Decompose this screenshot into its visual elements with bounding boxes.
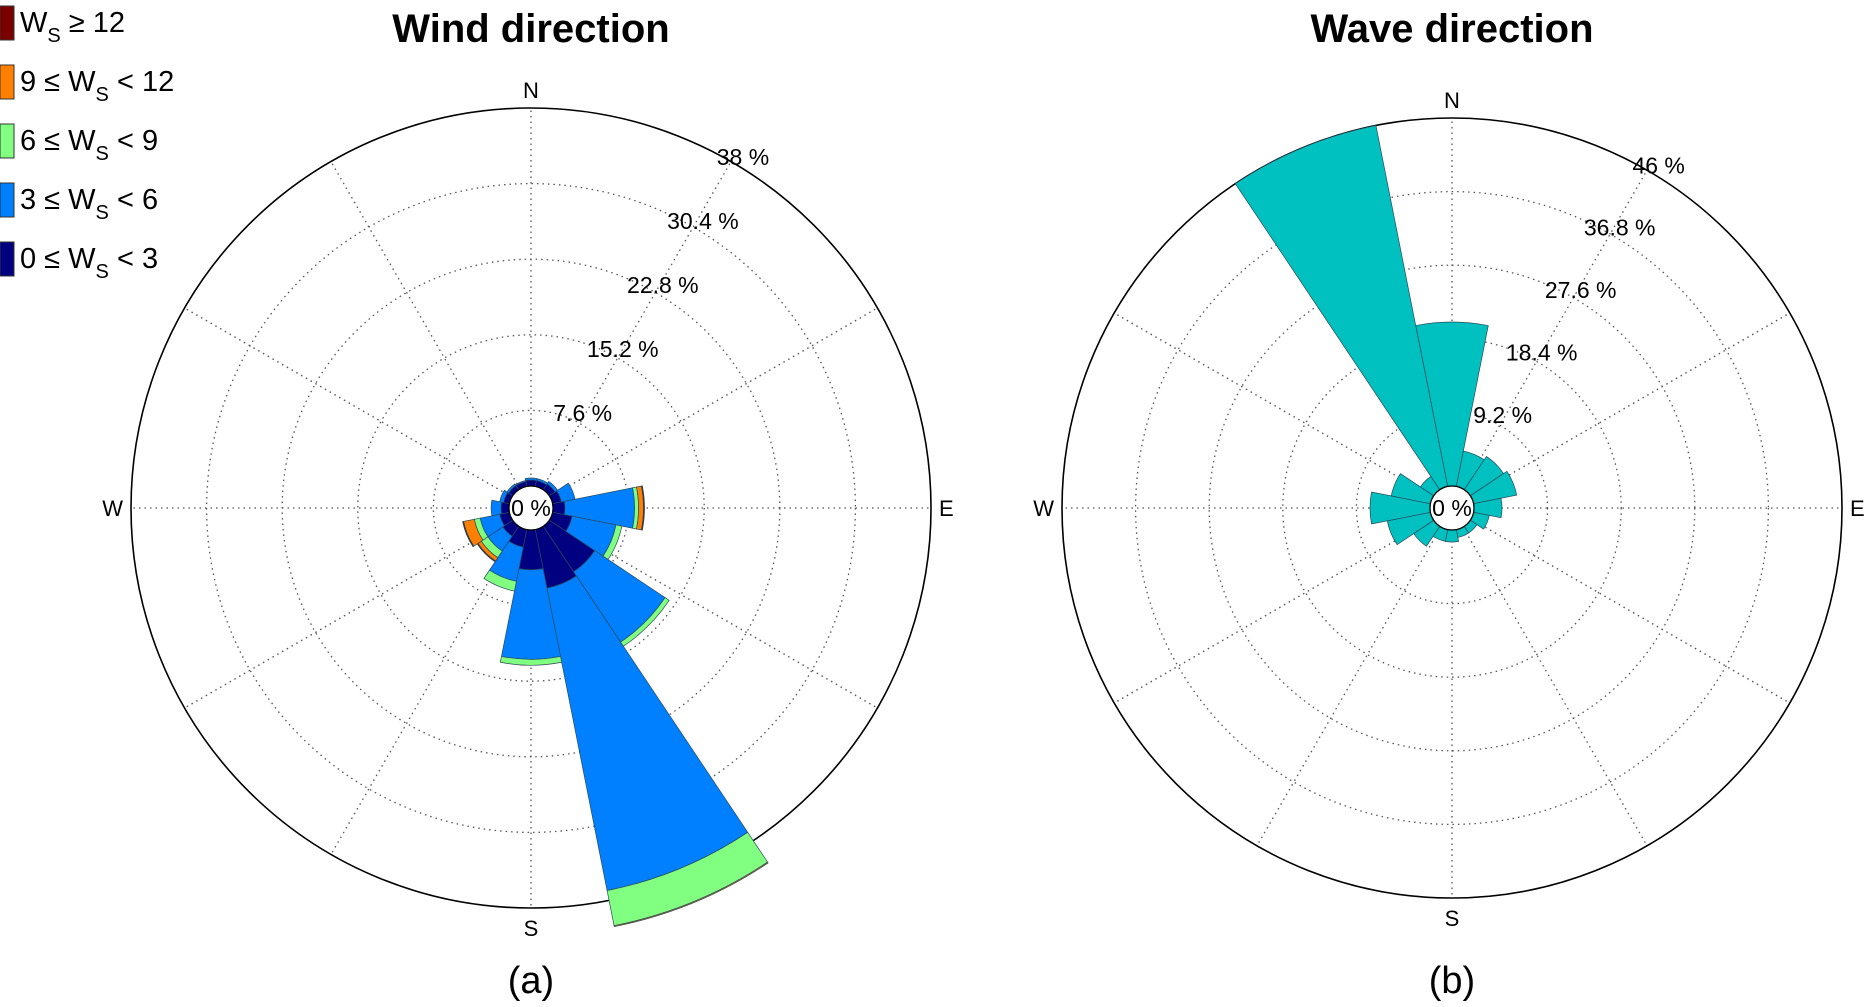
center-hole xyxy=(508,485,554,531)
center-hole xyxy=(1429,485,1475,531)
rose-a-bar-1-12 xyxy=(490,499,503,517)
ring-label: 22.8 % xyxy=(627,272,699,298)
grid-spoke xyxy=(541,161,732,490)
legend: WS ≥ 12 9 ≤ WS < 12 6 ≤ WS < 9 3 ≤ WS < 6 0 … xyxy=(0,5,174,283)
grid-ring xyxy=(1282,338,1622,678)
rose-a-bar-2-5 xyxy=(602,524,623,560)
rose-b-bar-0-15 xyxy=(1234,125,1449,491)
rose-a-bar-1-2 xyxy=(546,480,559,493)
ring-label: 15.2 % xyxy=(587,336,659,362)
ring-label: 18.4 % xyxy=(1506,340,1578,366)
rose-b-grid xyxy=(1061,117,1843,899)
grid-spoke xyxy=(1113,312,1434,498)
rose-a-bar-1-1 xyxy=(536,478,549,486)
grid-spoke xyxy=(549,307,878,498)
grid-spoke xyxy=(184,307,513,498)
ring-label: 30.4 % xyxy=(667,208,739,234)
rose-a-caption: (a) xyxy=(508,960,554,1002)
grid-spoke xyxy=(330,161,521,490)
ring-label: 46 % xyxy=(1632,152,1684,178)
rose-a-bars xyxy=(462,477,769,928)
rose-a-labels: 7.6 % 15.2 % 22.8 % 30.4 % 38 % 0 % N S E W xyxy=(102,78,953,941)
rose-b: Wave direction 9.2 % 18.4 % 27.6 % 36.8 % 46… xyxy=(1033,7,1864,1002)
rose-a-bar-4-11 xyxy=(462,521,475,548)
center-label: 0 % xyxy=(511,495,551,521)
legend-entry: WS ≥ 12 xyxy=(20,7,125,47)
rose-b-bars xyxy=(1234,125,1518,547)
rose-a-bar-2-6 xyxy=(620,597,670,647)
grid-ring xyxy=(357,334,705,682)
legend-swatch xyxy=(0,5,15,41)
legend-entry: 6 ≤ WS < 9 xyxy=(20,125,158,165)
outer-circle xyxy=(1061,117,1843,899)
legend-swatch xyxy=(0,241,15,277)
rose-a-bar-2-9 xyxy=(483,569,517,592)
compass-S: S xyxy=(524,916,539,941)
ring-label: 9.2 % xyxy=(1473,402,1532,428)
rose-a-bar-1-3 xyxy=(556,482,576,503)
ring-label: 36.8 % xyxy=(1584,215,1656,241)
ring-label: 38 % xyxy=(717,144,769,170)
grid-spoke xyxy=(184,518,513,709)
grid-spoke xyxy=(1470,518,1791,704)
legend-entry: 9 ≤ WS < 12 xyxy=(20,66,174,106)
rose-a-bar-0-12 xyxy=(500,501,510,515)
rose-a-bar-4-4 xyxy=(640,485,645,531)
compass-N: N xyxy=(523,78,539,103)
rose-a-bar-3-7 xyxy=(613,861,769,928)
rose-a-bar-1-15 xyxy=(514,480,527,487)
grid-ring xyxy=(1134,190,1770,826)
legend-swatch xyxy=(0,64,15,100)
legend-entry: 0 ≤ WS < 3 xyxy=(20,243,158,283)
ring-label: 27.6 % xyxy=(1545,277,1617,303)
grid-spoke xyxy=(549,518,878,709)
rose-a-bar-4-10 xyxy=(476,542,497,563)
outer-circle xyxy=(130,107,932,909)
compass-E: E xyxy=(939,496,954,521)
compass-E: E xyxy=(1850,496,1865,521)
legend-swatch xyxy=(0,123,15,159)
grid-spoke xyxy=(1113,518,1434,704)
legend-entry: 3 ≤ WS < 6 xyxy=(20,184,158,224)
ring-label: 7.6 % xyxy=(553,400,612,426)
center-label: 0 % xyxy=(1432,495,1472,521)
grid-spoke xyxy=(1256,526,1442,847)
compass-N: N xyxy=(1444,88,1460,113)
rose-a-bar-1-0 xyxy=(524,477,538,481)
legend-swatch xyxy=(0,182,15,218)
rose-a-title: Wind direction xyxy=(392,7,669,51)
grid-spoke xyxy=(330,526,521,855)
rose-b-title: Wave direction xyxy=(1310,7,1593,51)
rose-b-caption: (b) xyxy=(1429,960,1475,1002)
rose-a-bar-2-8 xyxy=(499,655,563,666)
grid-spoke xyxy=(1462,169,1648,490)
rose-a: Wind direction 7.6 % 15.2 % 22.8 % 30.4 % 38… xyxy=(102,7,953,1002)
grid-spoke xyxy=(1470,312,1791,498)
compass-W: W xyxy=(102,496,123,521)
grid-ring xyxy=(205,182,857,834)
compass-W: W xyxy=(1033,496,1054,521)
rose-b-labels: 9.2 % 18.4 % 27.6 % 36.8 % 46 % 0 % N S E W xyxy=(1033,88,1864,931)
grid-ring xyxy=(1355,411,1549,605)
grid-spoke xyxy=(1462,526,1648,847)
compass-S: S xyxy=(1445,906,1460,931)
